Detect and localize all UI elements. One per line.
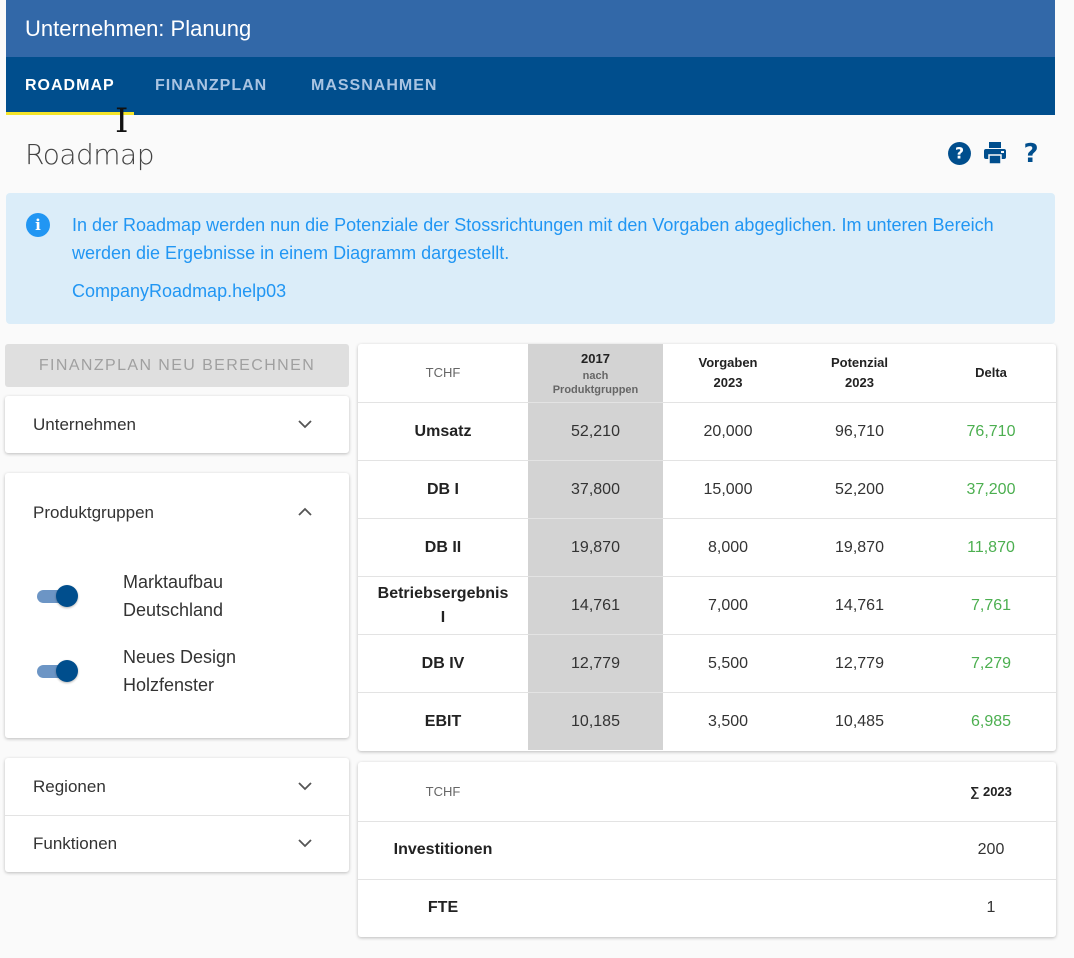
toggle-label: Neues Design Holzfenster <box>123 647 237 695</box>
column-header-2017: 2017 nach Produktgruppen <box>528 344 663 403</box>
investitionen-table: TCHF ∑ 2023 Investitionen 200 FTE 1 <box>358 762 1056 936</box>
cell-vorgaben: 3,500 <box>707 712 749 730</box>
cell-delta: 76,710 <box>926 402 1056 461</box>
row-label: DB I <box>358 460 528 519</box>
chevron-down-icon <box>298 782 312 791</box>
table-row: DB II 19,870 8,000 19,870 11,870 <box>358 518 1056 577</box>
cell-vorgaben: 5,500 <box>663 634 793 693</box>
toggle-neues-design-holzfenster[interactable] <box>35 659 81 683</box>
table-row: Betriebsergebnis I 14,761 7,000 14,761 7,… <box>358 576 1056 635</box>
regionen-expansion-panel[interactable]: Regionen <box>5 758 349 816</box>
recalculate-finanzplan-button[interactable]: FINANZPLAN NEU BERECHNEN <box>5 344 349 387</box>
chevron-down-icon <box>298 420 312 429</box>
tab-roadmap[interactable]: ROADMAP <box>25 77 115 94</box>
toolbar: ? ? <box>946 140 1044 166</box>
cell-2017: 52,210 <box>528 402 663 461</box>
cell-potenzial: 14,761 <box>793 576 926 635</box>
produktgruppen-label[interactable]: Produktgruppen <box>33 503 154 522</box>
cell-2017: 14,761 <box>528 576 663 635</box>
info-text: In der Roadmap werden nun die Potenziale… <box>72 215 994 263</box>
column-header-unit: TCHF <box>358 344 528 403</box>
toggle-label: Marktaufbau Deutschland <box>123 572 224 620</box>
column-header-unit: TCHF <box>358 762 528 822</box>
unternehmen-expansion-panel[interactable]: Unternehmen <box>5 396 349 453</box>
roadmap-table: TCHF 2017 nach Produktgruppen Vorgaben 20… <box>358 344 1056 750</box>
help-circle-icon[interactable]: ? <box>946 140 972 166</box>
active-tab-indicator <box>6 112 134 115</box>
cell-delta: 11,870 <box>926 518 1056 577</box>
cell-2017: 37,800 <box>528 460 663 519</box>
table-row: Investitionen 200 <box>358 821 1056 880</box>
cell-potenzial: 96,710 <box>793 402 926 461</box>
chevron-down-icon <box>298 839 312 848</box>
tab-massnahmen[interactable]: MASSNAHMEN <box>311 77 438 94</box>
column-header-potenzial: Potenzial 2023 <box>793 344 926 403</box>
cell-potenzial: 52,200 <box>793 460 926 519</box>
column-header-sum-2023: ∑ 2023 <box>926 762 1056 822</box>
page-title: Roadmap <box>25 138 154 171</box>
column-header-vorgaben: Vorgaben 2023 <box>663 344 793 403</box>
row-label: Betriebsergebnis I <box>358 576 528 635</box>
svg-text:?: ? <box>954 144 963 162</box>
cell-2017: 12,779 <box>528 634 663 693</box>
row-label: DB IV <box>358 634 528 693</box>
toggle-marktaufbau-deutschland[interactable] <box>35 584 81 608</box>
cell-vorgaben: 20,000 <box>663 402 793 461</box>
cell-potenzial: 19,870 <box>793 518 926 577</box>
row-label: Umsatz <box>358 402 528 461</box>
info-icon: i <box>26 213 50 237</box>
row-label: EBIT <box>424 712 462 730</box>
svg-text:?: ? <box>1023 140 1038 166</box>
cell-delta: 37,200 <box>926 460 1056 519</box>
table-row: EBIT 10,185 3,500 10,485 6,985 <box>358 692 1056 750</box>
table-row: DB IV 12,779 5,500 12,779 7,279 <box>358 634 1056 693</box>
cell-value: 200 <box>926 821 1056 880</box>
row-label: FTE <box>427 898 459 916</box>
cell-2017: 19,870 <box>528 518 663 577</box>
table-row: Umsatz 52,210 20,000 96,710 76,710 <box>358 402 1056 461</box>
regionen-label: Regionen <box>33 777 106 796</box>
info-help-link[interactable]: CompanyRoadmap.help03 <box>72 281 287 301</box>
cell-delta: 7,761 <box>926 576 1056 635</box>
cell-vorgaben: 7,000 <box>663 576 793 635</box>
info-box: i In der Roadmap werden nun die Potenzia… <box>6 193 1055 324</box>
table-header-row: TCHF ∑ 2023 <box>358 762 1056 822</box>
app-title: Unternehmen: Planung <box>6 0 1055 57</box>
question-mark-icon[interactable]: ? <box>1018 140 1044 166</box>
print-icon[interactable] <box>982 140 1008 166</box>
cell-2017: 10,185 <box>528 692 663 750</box>
row-label: DB II <box>358 518 528 577</box>
cell-delta: 6,985 <box>970 712 1012 730</box>
regionen-funktionen-panels: Regionen Funktionen <box>5 758 349 872</box>
cell-delta: 7,279 <box>926 634 1056 693</box>
tab-bar: ROADMAP FINANZPLAN MASSNAHMEN <box>6 57 1055 115</box>
table-row: FTE 1 <box>358 879 1056 936</box>
table-row: DB I 37,800 15,000 52,200 37,200 <box>358 460 1056 519</box>
funktionen-expansion-panel[interactable]: Funktionen <box>5 816 349 872</box>
cell-value: 1 <box>986 898 996 916</box>
cell-vorgaben: 15,000 <box>663 460 793 519</box>
cell-vorgaben: 8,000 <box>663 518 793 577</box>
tab-finanzplan[interactable]: FINANZPLAN <box>155 77 268 94</box>
cell-potenzial: 10,485 <box>835 712 884 730</box>
produktgruppen-expansion-panel: Produktgruppen Marktaufbau Deutschland N… <box>5 473 349 738</box>
funktionen-label: Funktionen <box>33 834 118 853</box>
column-header-delta: Delta <box>926 344 1056 403</box>
chevron-up-icon[interactable] <box>298 505 312 519</box>
text-cursor-icon: I <box>115 101 129 141</box>
row-label: Investitionen <box>358 821 528 880</box>
unternehmen-label: Unternehmen <box>33 415 137 434</box>
cell-potenzial: 12,779 <box>793 634 926 693</box>
